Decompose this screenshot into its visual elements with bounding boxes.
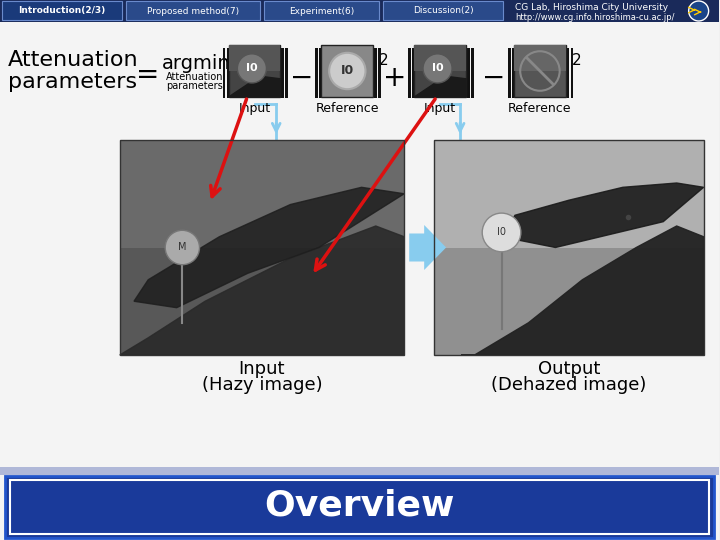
Circle shape [688,1,708,21]
Bar [315,48,318,98]
Text: CG Lab, Hiroshima City University: CG Lab, Hiroshima City University [515,3,668,11]
Bar [514,45,566,71]
Text: Input: Input [424,102,456,115]
Bar [414,45,466,71]
Text: 2: 2 [379,53,389,68]
Text: Reference: Reference [508,102,572,115]
Text: −: − [482,64,505,92]
Bar [282,48,284,98]
Bar [320,48,322,98]
Circle shape [423,54,452,83]
Text: 2: 2 [572,53,582,68]
Text: Input: Input [239,360,285,378]
Text: =: = [136,61,159,89]
Text: I0: I0 [432,63,444,73]
Circle shape [482,213,521,252]
Text: (Hazy image): (Hazy image) [202,376,323,394]
Bar [120,140,404,355]
Bar [120,140,404,355]
Text: parameters: parameters [166,81,222,91]
Bar [434,140,703,247]
Bar [434,140,703,355]
Bar [467,48,469,98]
Bar [126,1,261,20]
Bar [264,1,379,20]
Text: +: + [382,64,406,92]
Bar [514,45,566,97]
Text: argmin: argmin [162,54,230,73]
Polygon shape [134,187,404,308]
Bar [228,45,281,97]
Circle shape [238,54,266,83]
Bar [567,48,570,98]
Bar [321,45,373,97]
Text: Discussion(2): Discussion(2) [413,6,474,16]
Bar [227,48,229,98]
Bar [571,48,573,98]
Bar [414,45,466,97]
Text: Attenuation: Attenuation [8,50,139,70]
Text: Overview: Overview [264,489,454,523]
Bar [408,48,410,98]
Bar [222,48,225,98]
Bar [228,45,281,71]
Text: Reference: Reference [315,102,379,115]
Bar [0,467,719,475]
Bar [383,1,503,20]
Bar [5,476,714,538]
Bar [120,140,404,247]
Polygon shape [120,226,404,355]
Text: I0: I0 [246,63,258,73]
Text: −: − [289,64,313,92]
Bar [0,0,719,22]
Polygon shape [461,226,703,355]
Bar [285,48,288,98]
Bar [512,48,515,98]
Text: I0: I0 [497,227,506,238]
Text: Attenuation: Attenuation [166,72,223,82]
Text: Output: Output [538,360,600,378]
Polygon shape [228,76,281,97]
Text: (Dehazed image): (Dehazed image) [491,376,647,394]
Text: Input: Input [238,102,271,115]
Text: Introduction(2/3): Introduction(2/3) [18,6,106,16]
Polygon shape [414,76,466,97]
Polygon shape [502,183,703,247]
Bar [374,48,377,98]
Bar [412,48,415,98]
Text: I0: I0 [341,64,354,78]
Bar [471,48,474,98]
Bar [508,48,510,98]
Text: parameters: parameters [8,72,137,92]
Text: Proposed method(7): Proposed method(7) [147,6,239,16]
Circle shape [329,53,366,89]
Text: Experiment(6): Experiment(6) [289,6,354,16]
Bar [378,48,381,98]
Bar [10,480,708,534]
Circle shape [165,230,199,265]
Text: http://www.cg.info.hiroshima-cu.ac.jp/: http://www.cg.info.hiroshima-cu.ac.jp/ [515,12,675,22]
Bar [434,140,703,355]
Text: M: M [178,242,186,253]
Bar [2,1,122,20]
FancyArrow shape [409,225,446,270]
